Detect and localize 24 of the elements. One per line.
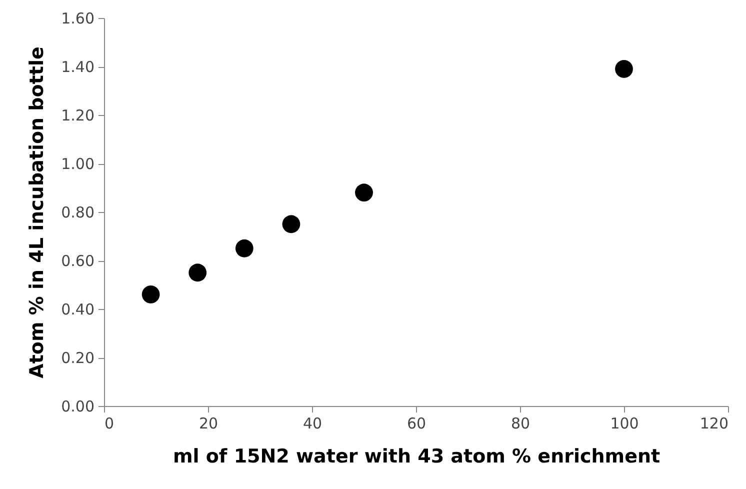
y-tick-label: 1.00: [61, 155, 94, 173]
point: [355, 184, 373, 202]
x-tick-label: 40: [302, 414, 322, 432]
x-tick-label: 60: [406, 414, 426, 432]
y-tick-label: 1.20: [61, 106, 94, 124]
point: [142, 286, 160, 304]
y-axis-title: Atom % in 4L incubation bottle: [26, 46, 48, 378]
y-tick-label: 1.60: [61, 10, 94, 28]
point: [282, 215, 300, 234]
point: [615, 60, 633, 78]
y-tick-label: 0.60: [61, 252, 94, 270]
y-tick-label: 0.40: [61, 300, 94, 318]
y-tick-label: 0.80: [61, 204, 94, 222]
x-tick-label: 0: [104, 414, 114, 432]
y-tick-label: 0.20: [61, 349, 94, 367]
point: [188, 264, 207, 282]
x-tick-label: 120: [700, 414, 728, 432]
y-tick-label: 1.40: [61, 58, 94, 76]
point: [235, 239, 254, 258]
x-tick-label: 100: [610, 414, 639, 432]
x-tick-label: 20: [198, 414, 218, 432]
x-axis-title: ml of 15N2 water with 43 atom % enrichment: [172, 446, 660, 468]
y-tick-label: 0.00: [61, 398, 94, 416]
x-tick-label: 80: [510, 414, 530, 432]
